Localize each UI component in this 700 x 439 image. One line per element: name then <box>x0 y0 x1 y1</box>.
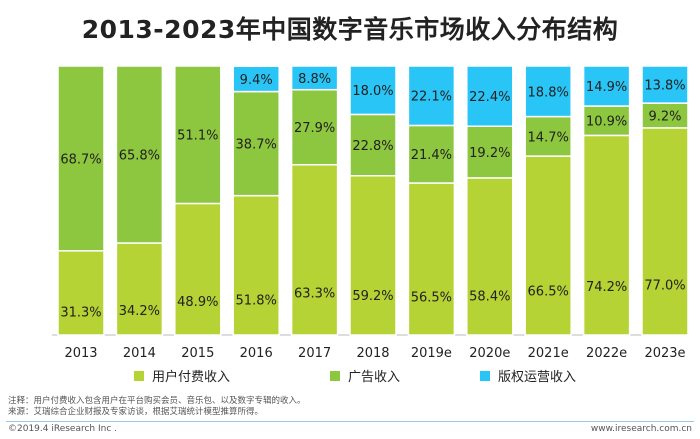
data-label: 77.0% <box>644 278 685 293</box>
data-label: 48.9% <box>177 295 218 310</box>
bar-segment <box>232 90 280 197</box>
x-tick-label: 2023e <box>644 346 685 360</box>
data-label: 58.4% <box>469 289 510 304</box>
legend-label: 版权运营收入 <box>498 370 577 385</box>
bar-segment <box>582 134 631 336</box>
data-label: 9.2% <box>648 109 681 124</box>
legend-item: 用户付费收入 <box>134 366 230 385</box>
bar-segment <box>57 250 105 336</box>
bar-segment <box>466 177 514 336</box>
data-label: 38.7% <box>236 138 277 153</box>
legend-label: 广告收入 <box>348 370 401 385</box>
data-label: 22.1% <box>411 90 452 105</box>
bar-segment <box>582 105 631 137</box>
data-label: 51.8% <box>236 293 277 308</box>
bar-segment <box>290 65 339 91</box>
bar-segment <box>174 65 222 205</box>
copyright-text: ©2019.4 iResearch Inc . <box>8 424 118 434</box>
bar-segment <box>524 115 572 157</box>
stacked-bar-chart: 31.3% 68.7% 2013 34.2% 65.8% 2014 48.9% 51.1% 20… <box>52 65 689 360</box>
data-label: 56.5% <box>411 291 452 306</box>
data-label: 19.2% <box>469 146 510 161</box>
footnotes: 注释：用户付费收入包含用户在平台购买会员、音乐包、以及数字专辑的收入。 来源：艾… <box>8 396 306 418</box>
data-label: 31.3% <box>60 305 101 320</box>
data-label: 74.2% <box>586 280 627 295</box>
x-tick-label: 2021e <box>528 346 569 360</box>
bar-segment <box>349 113 397 177</box>
bar-segment <box>349 65 397 116</box>
x-tick-label: 2018 <box>356 346 389 360</box>
data-label: 22.4% <box>469 90 510 105</box>
bar-segment <box>582 65 631 107</box>
x-tick-label: 2016 <box>240 346 273 360</box>
bar-segment <box>349 175 397 336</box>
data-label: 14.9% <box>586 80 627 95</box>
legend-swatch <box>480 370 490 381</box>
data-label: 10.9% <box>586 115 627 130</box>
legend-swatch <box>134 370 144 381</box>
data-label: 14.7% <box>528 130 569 145</box>
bar-segment <box>641 65 689 104</box>
bar-segment <box>407 124 456 184</box>
legend-swatch <box>330 370 340 381</box>
data-label: 27.9% <box>294 121 335 136</box>
legend-label: 用户付费收入 <box>152 370 231 385</box>
x-tick-label: 2013 <box>64 346 97 360</box>
data-label: 18.8% <box>528 85 569 100</box>
bar-segment <box>407 65 456 127</box>
data-label: 51.1% <box>177 129 218 144</box>
legend: 用户付费收入 广告收入 版权运营收入 <box>0 366 700 386</box>
legend-item: 版权运营收入 <box>480 366 576 385</box>
data-label: 68.7% <box>60 152 101 167</box>
bar-segment <box>524 65 572 118</box>
bar-segment <box>290 88 339 166</box>
data-label: 66.5% <box>528 285 569 300</box>
bar-segment <box>57 65 105 252</box>
bar-segment <box>174 202 222 336</box>
bar-segment <box>290 163 339 336</box>
x-tick-label: 2014 <box>123 346 156 360</box>
bar-segment <box>232 194 280 336</box>
bar-segment <box>641 102 689 129</box>
data-label: 9.4% <box>240 73 273 88</box>
bar-segment <box>115 65 164 244</box>
bar-segment <box>641 127 689 336</box>
x-tick-label: 2022e <box>586 346 627 360</box>
website-link[interactable]: www.iresearch.com.cn <box>590 424 692 434</box>
x-tick-label: 2017 <box>298 346 331 360</box>
bar-segment <box>407 182 456 336</box>
bar-segment <box>524 155 572 336</box>
x-tick-label: 2015 <box>181 346 214 360</box>
bar-segment <box>466 125 514 179</box>
bar-segment <box>466 65 514 128</box>
data-label: 34.2% <box>119 304 160 319</box>
bar-segment <box>115 242 164 336</box>
chart-title: 2013-2023年中国数字音乐市场收入分布结构 <box>81 15 619 44</box>
data-label: 63.3% <box>294 287 335 302</box>
data-label: 13.8% <box>644 79 685 94</box>
footnote-source: 来源：艾瑞综合企业财报及专家访谈，根据艾瑞统计模型推算所得。 <box>8 407 264 417</box>
data-label: 18.0% <box>352 84 393 99</box>
footer-divider <box>6 421 694 422</box>
data-label: 59.2% <box>352 289 393 304</box>
footnote-remark: 注释：用户付费收入包含用户在平台购买会员、音乐包、以及数字专辑的收入。 <box>8 396 306 406</box>
data-label: 21.4% <box>411 148 452 163</box>
bar-segment <box>232 65 280 93</box>
data-label: 22.8% <box>352 139 393 154</box>
x-tick-label: 2020e <box>469 346 510 360</box>
data-label: 65.8% <box>119 149 160 164</box>
data-label: 8.8% <box>298 72 331 87</box>
legend-item: 广告收入 <box>330 366 400 385</box>
x-tick-label: 2019e <box>411 346 452 360</box>
